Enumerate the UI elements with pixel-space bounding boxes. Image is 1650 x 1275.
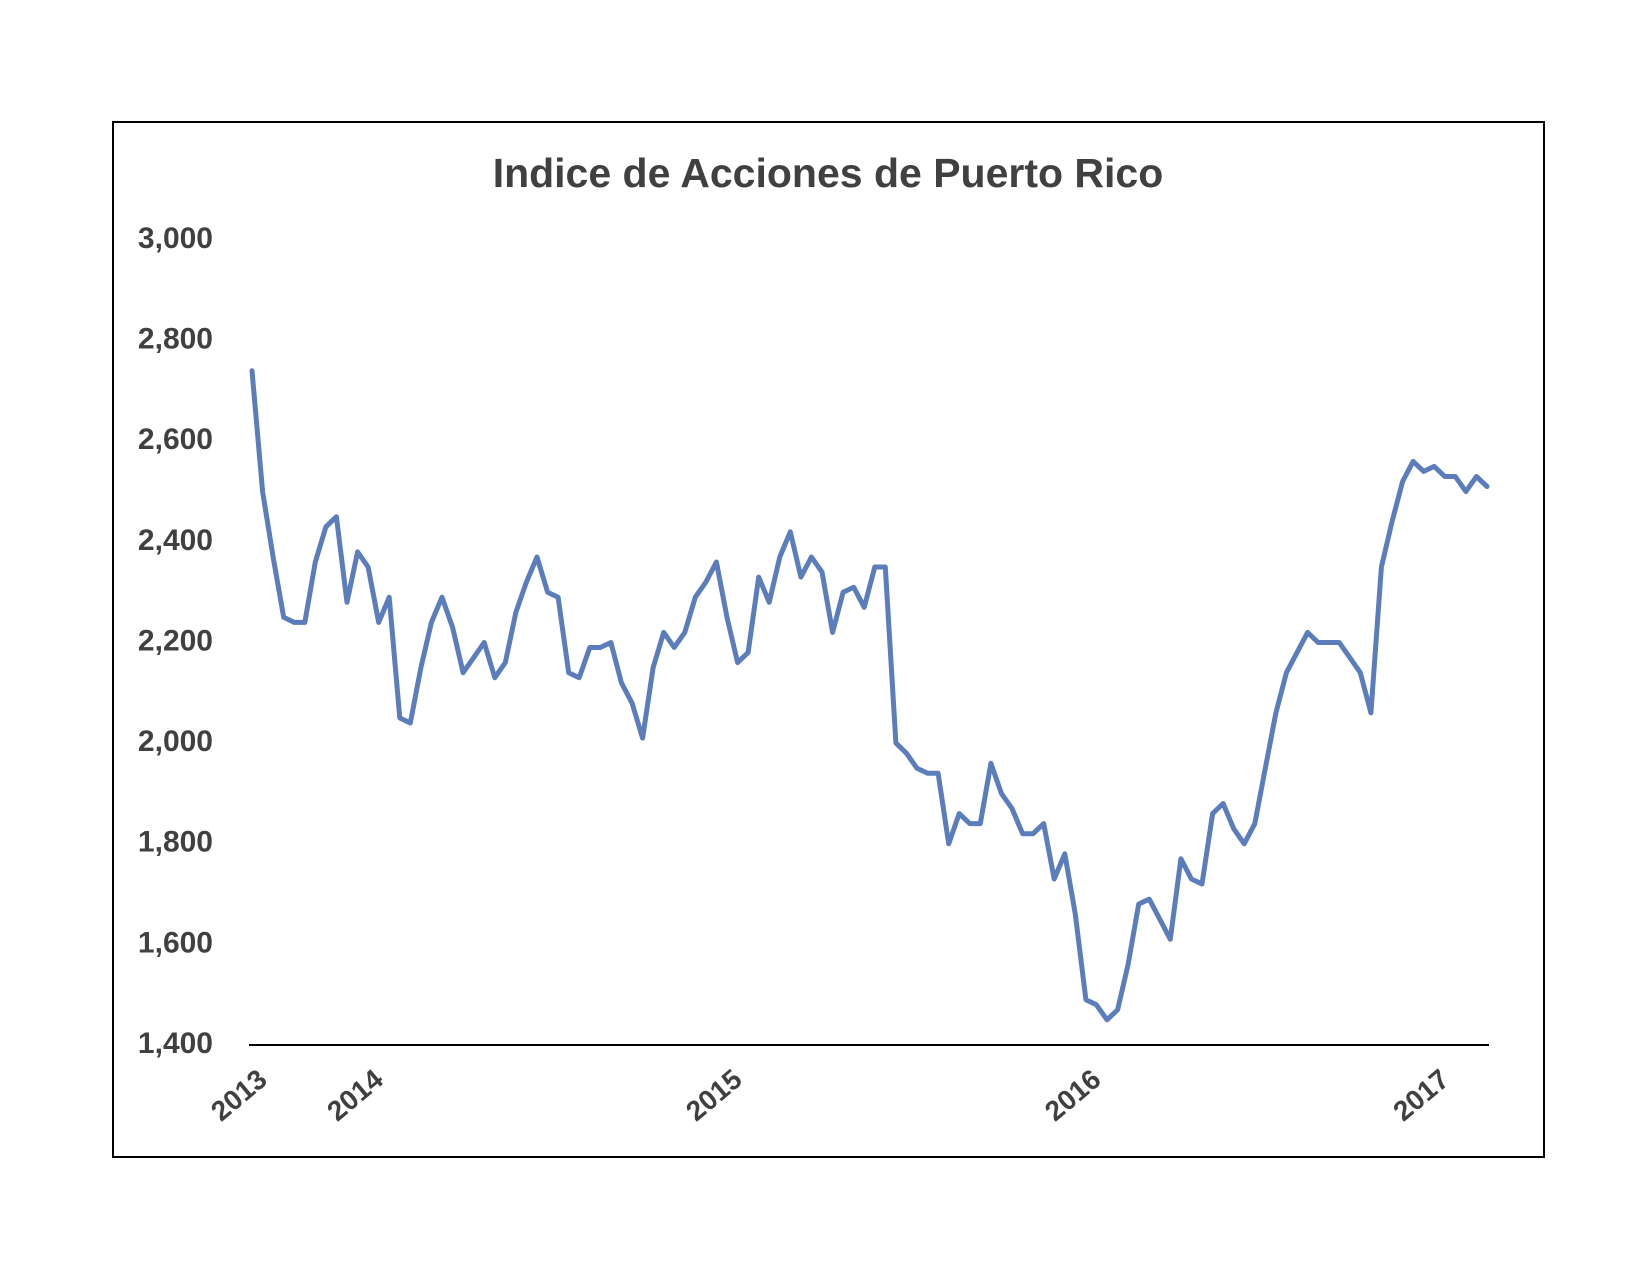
- y-tick-label: 1,800: [138, 826, 213, 859]
- chart-title: Indice de Acciones de Puerto Rico: [493, 150, 1164, 196]
- y-tick-label: 1,400: [138, 1027, 213, 1060]
- y-tick-label: 2,400: [138, 524, 213, 557]
- data-line: [249, 368, 1490, 1023]
- y-tick-label: 1,600: [138, 926, 213, 959]
- y-tick-label: 2,200: [138, 624, 213, 657]
- chart-frame: [112, 121, 1545, 1158]
- y-tick-label: 2,800: [138, 323, 213, 356]
- y-tick-label: 2,000: [138, 725, 213, 758]
- y-tick-label: 3,000: [138, 222, 213, 255]
- y-tick-label: 2,600: [138, 423, 213, 456]
